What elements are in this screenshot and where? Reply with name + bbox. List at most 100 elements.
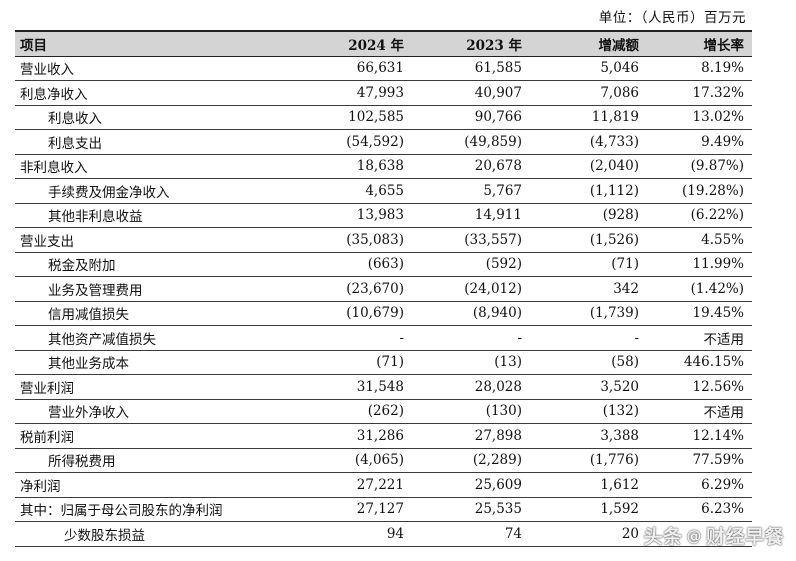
table-row: 营业利润 31,548 28,028 3,520 12.56%	[15, 374, 752, 400]
value-rate: 9.49%	[647, 129, 752, 155]
header-row: 项目 2024 年 2023 年 增减额 增长率	[15, 30, 752, 57]
row-item-label: 利息收入	[15, 105, 297, 130]
value-rate: 446.15%	[647, 350, 752, 375]
value-2024: 31,548	[297, 374, 412, 400]
value-2024: 27,127	[297, 497, 412, 522]
value-change: 3,520	[530, 374, 647, 400]
value-rate: 17.32%	[647, 80, 752, 106]
row-item-label: 信用减值损失	[15, 301, 297, 326]
table-row: 营业支出 (35,083) (33,557) (1,526) 4.55%	[15, 227, 752, 253]
row-item-label: 手续费及佣金净收入	[15, 178, 297, 204]
value-change: 1,612	[530, 472, 647, 498]
value-rate: 6.23%	[647, 497, 752, 522]
value-2024: 18,638	[297, 154, 412, 179]
table-row: 其他非利息收益 13,983 14,911 (928) (6.22%)	[15, 203, 752, 228]
value-change: (132)	[530, 399, 647, 424]
value-2023: (33,557)	[412, 227, 530, 253]
value-2023: (13)	[412, 350, 530, 375]
value-rate: 13.02%	[647, 105, 752, 130]
value-2023: 27,898	[412, 423, 530, 449]
value-2024: (35,083)	[297, 227, 412, 253]
value-2023: 74	[412, 521, 530, 547]
value-change: 342	[530, 276, 647, 302]
value-2023: (592)	[412, 252, 530, 277]
value-rate: 不适用	[647, 325, 752, 351]
table-row: 利息支出 (54,592) (49,859) (4,733) 9.49%	[15, 129, 752, 155]
table-row: 利息净收入 47,993 40,907 7,086 17.32%	[15, 80, 752, 106]
table-row: 非利息收入 18,638 20,678 (2,040) (9.87%)	[15, 154, 752, 179]
value-2023: 5,767	[412, 178, 530, 204]
value-2024: 13,983	[297, 203, 412, 228]
value-rate: 12.14%	[647, 423, 752, 449]
table-row: 营业收入 66,631 61,585 5,046 8.19%	[15, 56, 752, 81]
row-item-label: 其他资产减值损失	[15, 325, 297, 351]
value-change: -	[530, 325, 647, 351]
value-2023: (24,012)	[412, 276, 530, 302]
row-item-label: 营业利润	[15, 374, 297, 400]
table-row: 利息收入 102,585 90,766 11,819 13.02%	[15, 105, 752, 130]
row-item-label: 税前利润	[15, 423, 297, 449]
value-change: 20	[530, 521, 647, 547]
value-change: (71)	[530, 252, 647, 277]
value-2023: 25,609	[412, 472, 530, 498]
table-row: 其中：归属于母公司股东的净利润 27,127 25,535 1,592 6.23%	[15, 497, 752, 522]
value-change: 1,592	[530, 497, 647, 522]
row-item-label: 营业收入	[15, 56, 297, 81]
value-2023: 14,911	[412, 203, 530, 228]
watermark: 头条 @ 财经早餐	[643, 522, 784, 549]
value-change: 3,388	[530, 423, 647, 449]
value-2024: 47,993	[297, 80, 412, 106]
row-item-label: 税金及附加	[15, 252, 297, 277]
row-item-label: 净利润	[15, 472, 297, 498]
value-2024: 31,286	[297, 423, 412, 449]
value-2024: (663)	[297, 252, 412, 277]
table-row: 其他资产减值损失 - - - 不适用	[15, 325, 752, 351]
table-row: 信用减值损失 (10,679) (8,940) (1,739) 19.45%	[15, 301, 752, 326]
table-row: 税金及附加 (663) (592) (71) 11.99%	[15, 252, 752, 277]
value-2023: (8,940)	[412, 301, 530, 326]
value-rate: (6.22%)	[647, 203, 752, 228]
value-2023: 25,535	[412, 497, 530, 522]
value-rate: 77.59%	[647, 448, 752, 473]
value-2024: 94	[297, 521, 412, 547]
header-rate: 增长率	[647, 30, 752, 57]
value-change: (2,040)	[530, 154, 647, 179]
value-change: (4,733)	[530, 129, 647, 155]
value-rate: 8.19%	[647, 56, 752, 81]
value-2023: 90,766	[412, 105, 530, 130]
value-2024: -	[297, 325, 412, 351]
value-2023: (49,859)	[412, 129, 530, 155]
value-rate: 11.99%	[647, 252, 752, 277]
value-2023: 20,678	[412, 154, 530, 179]
value-2024: 4,655	[297, 178, 412, 204]
value-change: (1,739)	[530, 301, 647, 326]
table-row: 所得税费用 (4,065) (2,289) (1,776) 77.59%	[15, 448, 752, 473]
row-item-label: 非利息收入	[15, 154, 297, 179]
table-row: 净利润 27,221 25,609 1,612 6.29%	[15, 472, 752, 498]
row-item-label: 利息净收入	[15, 80, 297, 106]
row-item-label: 营业外净收入	[15, 399, 297, 424]
value-2024: (262)	[297, 399, 412, 424]
header-change: 增减额	[530, 30, 647, 57]
value-2023: 40,907	[412, 80, 530, 106]
value-2024: (23,670)	[297, 276, 412, 302]
value-2023: (2,289)	[412, 448, 530, 473]
value-rate: (9.87%)	[647, 154, 752, 179]
value-2024: 66,631	[297, 56, 412, 81]
value-change: (1,526)	[530, 227, 647, 253]
value-rate: 4.55%	[647, 227, 752, 253]
value-change: (928)	[530, 203, 647, 228]
value-2024: (10,679)	[297, 301, 412, 326]
value-change: (58)	[530, 350, 647, 375]
value-rate: 19.45%	[647, 301, 752, 326]
value-2024: 102,585	[297, 105, 412, 130]
value-2024: (54,592)	[297, 129, 412, 155]
header-2024: 2024 年	[297, 30, 412, 57]
value-2024: 27,221	[297, 472, 412, 498]
table-row: 手续费及佣金净收入 4,655 5,767 (1,112) (19.28%)	[15, 178, 752, 204]
income-statement-table: 项目 2024 年 2023 年 增减额 增长率 营业收入 66,631 61,58…	[15, 30, 752, 547]
header-item: 项目	[15, 30, 297, 57]
row-item-label: 营业支出	[15, 227, 297, 253]
row-item-label: 少数股东损益	[15, 521, 297, 547]
table-row: 业务及管理费用 (23,670) (24,012) 342 (1.42%)	[15, 276, 752, 302]
